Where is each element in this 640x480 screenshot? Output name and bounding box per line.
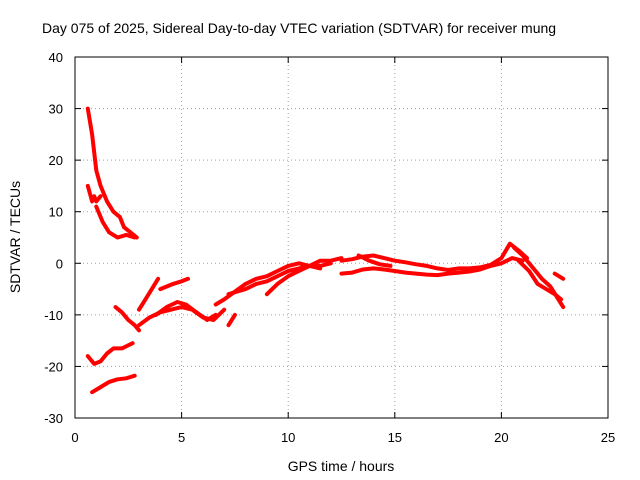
x-tick-label: 15 — [388, 430, 402, 445]
series-track-12 — [226, 263, 323, 297]
series-track-2 — [85, 183, 103, 204]
y-tick-label: 10 — [49, 205, 63, 220]
y-axis-label: SDTVAR / TECUs — [7, 181, 23, 293]
series-track-3 — [94, 204, 137, 240]
chart-title: Day 075 of 2025, Sidereal Day-to-day VTE… — [42, 20, 556, 36]
y-axis: -30 -20 -10 0 10 20 30 40 — [44, 50, 608, 426]
series-track-16 — [339, 256, 525, 278]
x-tick-label: 20 — [494, 430, 508, 445]
y-tick-label: 0 — [56, 256, 63, 271]
series-track-9 — [154, 300, 218, 322]
x-tick-label: 5 — [178, 430, 185, 445]
series-track-11 — [213, 261, 333, 307]
x-tick-label: 0 — [71, 430, 78, 445]
series-track-18 — [512, 245, 566, 310]
y-tick-label: 20 — [49, 153, 63, 168]
grid — [75, 57, 608, 418]
y-tick-label: 30 — [49, 102, 63, 117]
series-track-14 — [264, 256, 344, 297]
data-series — [85, 106, 566, 395]
y-tick-label: 40 — [49, 50, 63, 65]
series-track-1 — [85, 106, 139, 240]
series-track-6 — [113, 305, 141, 333]
y-tick-label: -30 — [44, 411, 63, 426]
series-track-13 — [226, 312, 237, 328]
x-axis: 0 5 10 15 20 25 — [71, 57, 615, 445]
x-tick-label: 10 — [281, 430, 295, 445]
x-axis-label: GPS time / hours — [288, 458, 395, 474]
plot-frame — [74, 56, 609, 419]
x-tick-label: 25 — [601, 430, 615, 445]
series-track-20 — [552, 271, 566, 281]
series-track-7 — [137, 276, 161, 312]
series-track-15 — [339, 241, 529, 272]
series-track-5 — [90, 373, 137, 395]
series-track-10 — [158, 276, 190, 292]
series-track-17 — [356, 253, 393, 268]
y-tick-label: -20 — [44, 359, 63, 374]
series-track-19 — [516, 258, 564, 302]
series-track-4 — [85, 341, 135, 366]
y-tick-label: -10 — [44, 308, 63, 323]
